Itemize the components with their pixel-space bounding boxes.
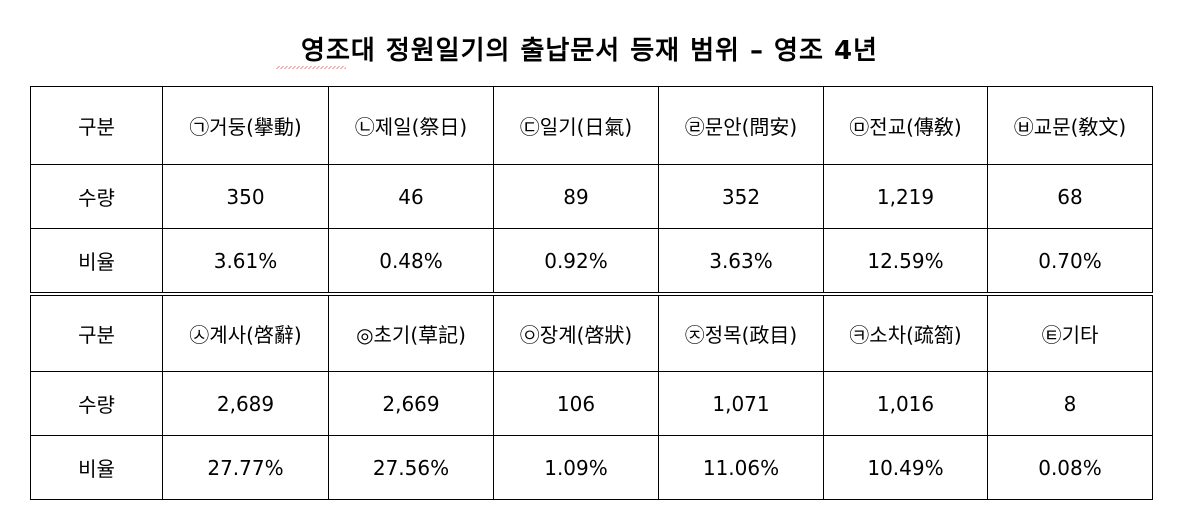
table2-ratio-cell: 27.56% xyxy=(328,435,494,500)
table1-quantity-cell: 68 xyxy=(987,164,1153,229)
table2-header-cell: ㉧장계(啓狀) xyxy=(493,292,659,372)
table1-quantity-cell: 수량 xyxy=(30,164,163,229)
table1-ratio-cell: 0.92% xyxy=(493,228,659,295)
table1-ratio-cell: 3.61% xyxy=(162,228,329,295)
table1-header-cell: ㉣문안(問安) xyxy=(658,86,824,165)
data-table: 구분 ㉠거둥(擧動) ㉡제일(祭日) ㉢일기(日氣) ㉣문안(問安) ㉤전교(傳… xyxy=(30,86,1153,500)
table1-quantity-cell: 352 xyxy=(658,164,824,229)
table2-quantity-cell: 2,689 xyxy=(162,371,329,436)
table2-header-cell: ◎초기(草記) xyxy=(328,292,494,372)
table1-header-cell: ㉡제일(祭日) xyxy=(328,86,494,165)
table1-header-cell: ㉤전교(傳敎) xyxy=(823,86,988,165)
table1-ratio-cell: 12.59% xyxy=(823,228,988,295)
table1-header-cell: ㉠거둥(擧動) xyxy=(162,86,329,165)
table2-ratio-cell: 비율 xyxy=(30,435,163,500)
table1-header-cell: 구분 xyxy=(30,86,163,165)
table2-ratio-cell: 27.77% xyxy=(162,435,329,500)
table1-ratio-cell: 0.48% xyxy=(328,228,494,295)
table1-quantity-cell: 1,219 xyxy=(823,164,988,229)
document-title: 영조대 정원일기의 출납문서 등재 범위 – 영조 4년 xyxy=(301,36,878,66)
table2-header-cell: ㉦계사(啓辭) xyxy=(162,292,329,372)
table1-ratio-cell: 비율 xyxy=(30,228,163,295)
table1-quantity-cell: 350 xyxy=(162,164,329,229)
table2-header-cell: ㉨정목(政目) xyxy=(658,292,824,372)
table1-ratio-cell: 3.63% xyxy=(658,228,824,295)
table2-ratio-cell: 1.09% xyxy=(493,435,659,500)
table2-header-cell: ㉪소차(疏箚) xyxy=(823,292,988,372)
table2-quantity-cell: 1,016 xyxy=(823,371,988,436)
table2-quantity-cell: 수량 xyxy=(30,371,163,436)
table1-quantity-cell: 89 xyxy=(493,164,659,229)
table1-quantity-cell: 46 xyxy=(328,164,494,229)
table2-header-cell: ㉫기타 xyxy=(987,292,1153,372)
spellcheck-underline xyxy=(276,66,346,69)
table1-header-cell: ㉥교문(敎文) xyxy=(987,86,1153,165)
table2-header-cell: 구분 xyxy=(30,292,163,372)
table1-header-cell: ㉢일기(日氣) xyxy=(493,86,659,165)
table2-ratio-row: 비율 27.77% 27.56% 1.09% 11.06% 10.49% 0.0… xyxy=(30,435,1153,500)
table2-quantity-cell: 106 xyxy=(493,371,659,436)
table1-quantity-row: 수량 350 46 89 352 1,219 68 xyxy=(30,164,1153,229)
table1-ratio-row: 비율 3.61% 0.48% 0.92% 3.63% 12.59% 0.70% xyxy=(30,228,1153,295)
table2-ratio-cell: 0.08% xyxy=(987,435,1153,500)
table2-header-row: 구분 ㉦계사(啓辭) ◎초기(草記) ㉧장계(啓狀) ㉨정목(政目) ㉪소차(疏… xyxy=(30,292,1153,372)
table2-ratio-cell: 10.49% xyxy=(823,435,988,500)
table2-quantity-cell: 1,071 xyxy=(658,371,824,436)
table1-ratio-cell: 0.70% xyxy=(987,228,1153,295)
table1-header-row: 구분 ㉠거둥(擧動) ㉡제일(祭日) ㉢일기(日氣) ㉣문안(問安) ㉤전교(傳… xyxy=(30,86,1153,165)
table2-quantity-row: 수량 2,689 2,669 106 1,071 1,016 8 xyxy=(30,371,1153,436)
table2-quantity-cell: 8 xyxy=(987,371,1153,436)
table2-quantity-cell: 2,669 xyxy=(328,371,494,436)
table2-ratio-cell: 11.06% xyxy=(658,435,824,500)
